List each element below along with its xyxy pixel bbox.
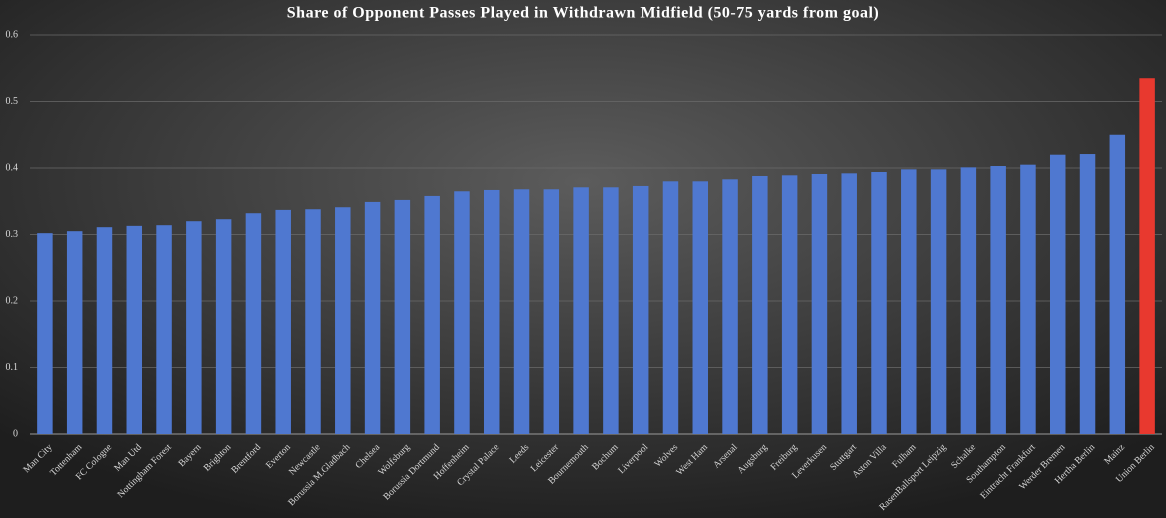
bar (811, 173, 828, 435)
bar (871, 171, 887, 435)
bar (275, 209, 291, 434)
bar (632, 185, 649, 434)
bar (662, 181, 679, 434)
bar (722, 179, 738, 434)
bar (483, 189, 500, 434)
bar (841, 173, 857, 434)
bar (1020, 164, 1036, 435)
bar (335, 207, 351, 434)
y-tick-label: 0.3 (6, 229, 19, 240)
bar (603, 187, 619, 434)
bar (186, 221, 202, 434)
y-tick-label: 0.6 (6, 29, 19, 40)
bar (364, 201, 381, 434)
bar (1109, 134, 1126, 434)
bar (454, 191, 470, 434)
bar (930, 169, 947, 434)
bar (692, 181, 709, 434)
y-tick-label: 0.1 (6, 362, 19, 373)
y-tick-label: 0.5 (6, 96, 19, 107)
chart-title: Share of Opponent Passes Played in Withd… (287, 5, 879, 22)
bar (901, 169, 917, 434)
bar (126, 225, 143, 434)
y-tick-label: 0 (13, 428, 18, 439)
bar (156, 225, 172, 434)
bar (990, 166, 1006, 434)
bar (305, 209, 321, 434)
bar (1139, 78, 1155, 434)
y-tick-label: 0.4 (6, 162, 19, 173)
bar (513, 189, 530, 434)
bar (573, 187, 589, 434)
bar (424, 195, 440, 434)
bar (96, 227, 113, 434)
bar (215, 219, 232, 434)
y-tick-label: 0.2 (6, 295, 19, 306)
bar (781, 175, 798, 434)
bar (245, 213, 262, 434)
bar (543, 189, 560, 434)
bar (66, 231, 83, 434)
bar (37, 233, 53, 434)
bar (1049, 154, 1066, 434)
bar (960, 167, 977, 434)
bar (1079, 154, 1096, 434)
bar (752, 175, 768, 435)
bar (394, 199, 411, 434)
